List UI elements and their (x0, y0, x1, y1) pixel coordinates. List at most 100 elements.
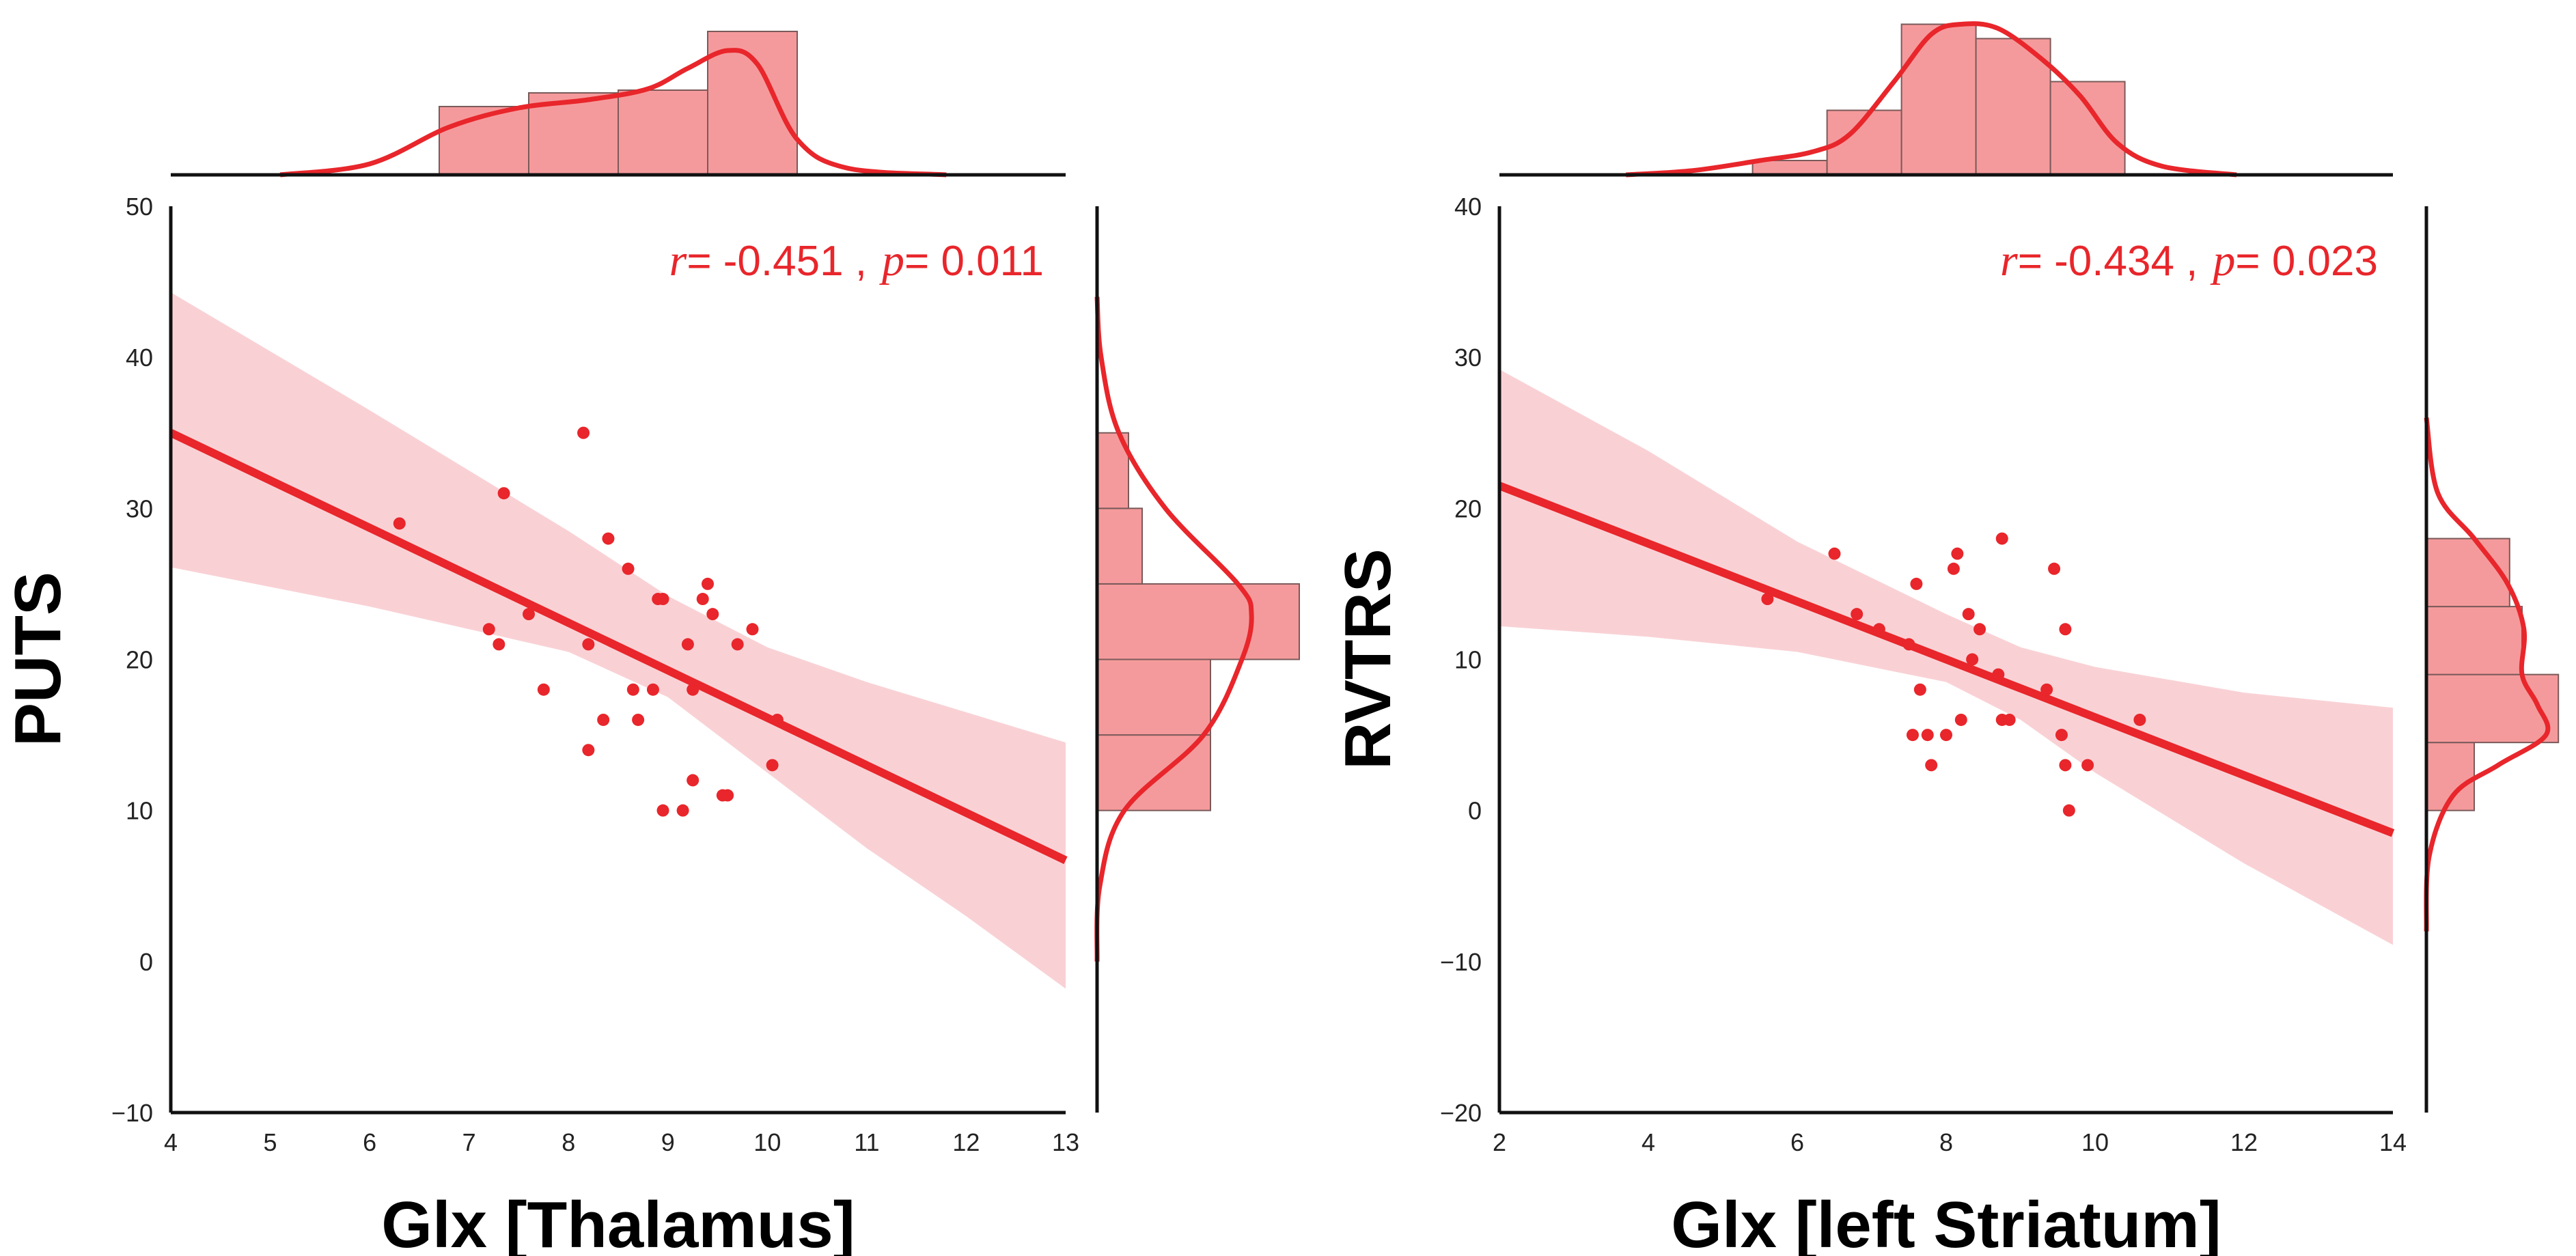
x-tick-label: 8 (562, 1128, 575, 1156)
y-tick-label: −20 (1440, 1099, 1482, 1127)
y-tick-label: 0 (1468, 797, 1482, 825)
data-point (1995, 532, 2008, 545)
data-point (706, 608, 719, 621)
striatum-panel: 2 4 6 8 10 12 14 −20 −10 0 10 20 30 40 r= -0.434 , p=… (1331, 21, 2560, 1256)
data-point (626, 683, 639, 696)
data-point (577, 426, 590, 439)
striatum-side-histogram (2426, 538, 2560, 811)
striatum-side-kde-curve (2424, 417, 2551, 932)
data-point (1910, 577, 1923, 590)
y-tick-label: 0 (139, 948, 153, 976)
data-point (1992, 668, 2005, 681)
thalamus-side-histogram (1096, 432, 1300, 811)
y-tick-label: 40 (126, 344, 153, 372)
x-tick-label: 9 (661, 1128, 675, 1156)
histogram-bar (1096, 583, 1300, 660)
striatum-stat-annotation: r= -0.434 , p= 0.023 (2000, 236, 2378, 285)
x-tick-label: 6 (363, 1128, 376, 1156)
data-point (646, 683, 659, 696)
data-point (1947, 562, 1960, 575)
histogram-bar (618, 89, 708, 176)
x-tick-label: 13 (1052, 1128, 1079, 1156)
data-point (1954, 713, 1967, 726)
striatum-x-ticks: 2 4 6 8 10 12 14 (1493, 1128, 2407, 1156)
data-point (2003, 713, 2016, 726)
x-tick-label: 5 (264, 1128, 277, 1156)
histogram-bar (1900, 23, 1977, 176)
data-point (1921, 729, 1934, 742)
data-point (687, 774, 700, 787)
thalamus-x-ticks: 4 5 6 7 8 9 10 11 12 13 (164, 1128, 1079, 1156)
striatum-y-ticks: −20 −10 0 10 20 30 40 (1440, 193, 1482, 1127)
thalamus-panel: 4 5 6 7 8 9 10 11 12 13 −10 0 10 20 30 40 50 r= -0.451 … (1, 31, 1300, 1256)
histogram-bar (1975, 38, 2051, 176)
data-point (597, 713, 610, 726)
x-tick-label: 10 (753, 1128, 781, 1156)
striatum-p-symbol: p (2210, 236, 2235, 285)
thalamus-side-kde-curve (1094, 296, 1254, 962)
thalamus-p-symbol: p (879, 236, 904, 285)
striatum-x-axis-label: Glx [left Striatum] (1671, 1188, 2221, 1256)
data-point (622, 562, 635, 575)
data-point (1761, 593, 1774, 606)
striatum-top-histogram (1751, 23, 2126, 176)
data-point (746, 623, 759, 636)
data-point (771, 713, 784, 726)
y-tick-label: 30 (1454, 344, 1482, 372)
data-point (687, 683, 700, 696)
y-tick-label: 10 (126, 797, 153, 825)
thalamus-p-value: = 0.011 (904, 238, 1044, 285)
data-point (493, 638, 505, 651)
x-tick-label: 10 (2081, 1128, 2109, 1156)
data-point (482, 623, 495, 636)
x-tick-label: 14 (2379, 1128, 2407, 1156)
data-point (1940, 729, 1952, 742)
data-point (2059, 759, 2072, 772)
data-point (602, 532, 615, 545)
y-tick-label: −10 (111, 1099, 153, 1127)
striatum-p-value: = 0.023 (2235, 238, 2378, 285)
data-point (1962, 608, 1975, 621)
data-point (731, 638, 744, 651)
y-tick-label: 50 (126, 193, 153, 221)
x-tick-label: 4 (1642, 1128, 1655, 1156)
data-point (1906, 729, 1919, 742)
data-point (2133, 713, 2146, 726)
data-point (721, 789, 734, 802)
striatum-regression-line (1497, 482, 2395, 837)
thalamus-r-value: = -0.451 , (687, 238, 867, 285)
data-point (1872, 623, 1885, 636)
x-tick-label: 11 (854, 1128, 879, 1156)
histogram-bar (2049, 81, 2126, 176)
x-tick-label: 12 (952, 1128, 980, 1156)
x-tick-label: 8 (1939, 1128, 1953, 1156)
striatum-r-symbol: r (2000, 236, 2018, 285)
thalamus-points (393, 426, 784, 817)
data-point (1851, 608, 1864, 621)
data-point (1966, 653, 1979, 666)
thalamus-confidence-band (171, 292, 1066, 989)
thalamus-regression-line (169, 429, 1068, 865)
y-tick-label: −10 (1440, 948, 1482, 976)
data-point (537, 683, 550, 696)
striatum-points (1761, 532, 2146, 817)
y-tick-label: 20 (126, 646, 153, 674)
y-tick-label: 40 (1454, 193, 1482, 221)
x-tick-label: 7 (462, 1128, 476, 1156)
thalamus-y-ticks: −10 0 10 20 30 40 50 (111, 193, 153, 1127)
y-tick-label: 20 (1454, 494, 1482, 522)
histogram-bar (1751, 160, 1828, 176)
data-point (2081, 759, 2094, 772)
data-point (1902, 638, 1915, 651)
striatum-r-value: = -0.434 , (2018, 238, 2198, 285)
data-point (2048, 562, 2061, 575)
data-point (523, 608, 535, 621)
histogram-bar (2426, 606, 2523, 675)
data-point (393, 517, 406, 530)
y-tick-label: 30 (126, 494, 153, 522)
data-point (2055, 729, 2068, 742)
data-point (1925, 759, 1938, 772)
data-point (676, 804, 689, 817)
y-tick-label: 10 (1454, 646, 1482, 674)
